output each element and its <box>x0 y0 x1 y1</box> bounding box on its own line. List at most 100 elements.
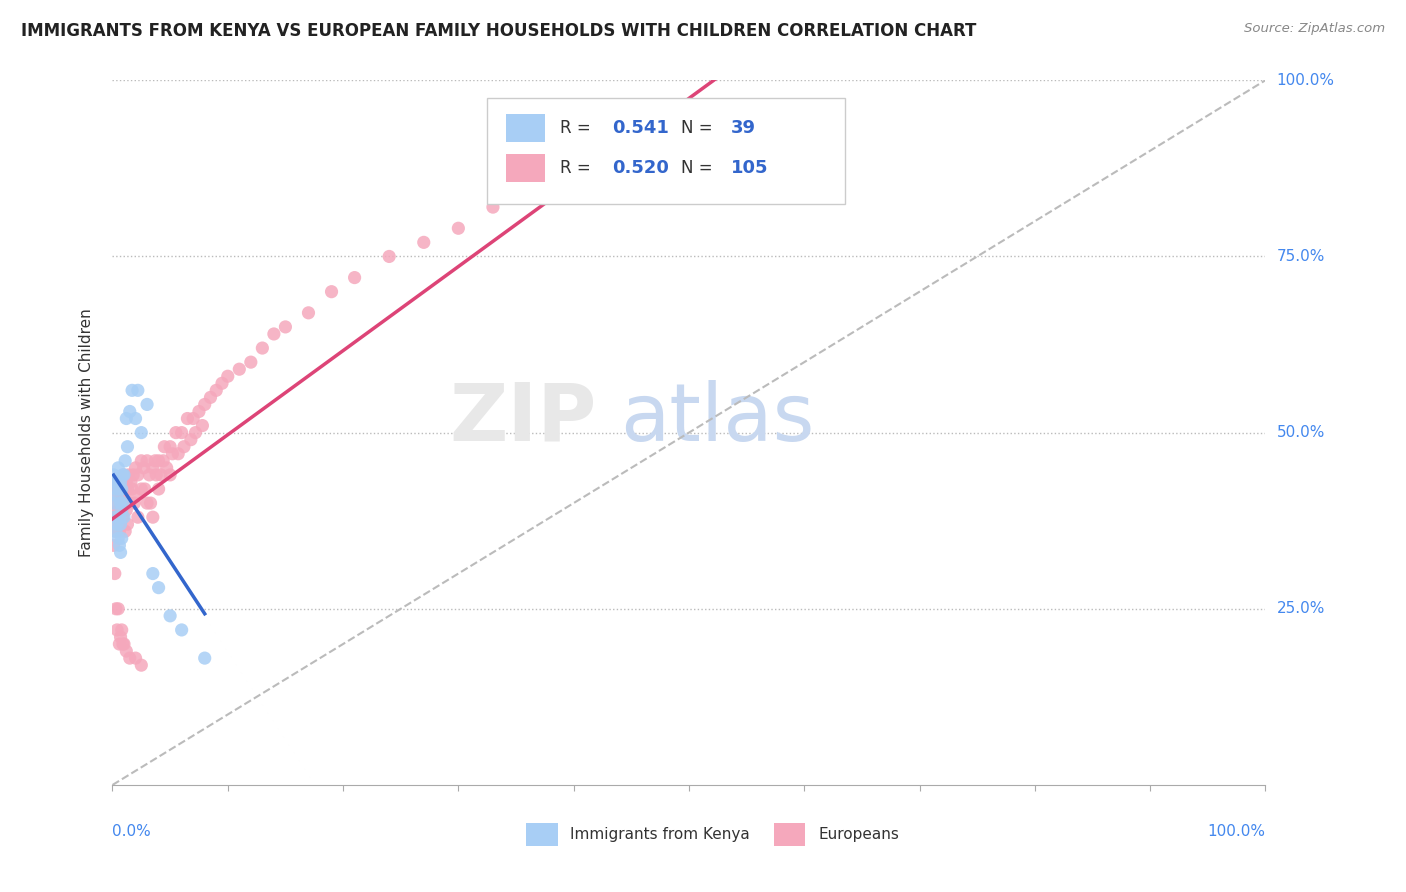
Point <box>129 658 153 673</box>
Point <box>117 440 139 454</box>
Point <box>562 172 585 186</box>
Point <box>159 440 181 454</box>
Point <box>412 235 434 250</box>
Point <box>104 482 127 496</box>
FancyBboxPatch shape <box>775 823 806 846</box>
Point <box>124 651 146 665</box>
Point <box>170 623 193 637</box>
Point <box>111 482 134 496</box>
Point <box>145 467 167 482</box>
Point <box>111 503 134 517</box>
Point <box>239 355 262 369</box>
Point <box>120 475 142 489</box>
Point <box>700 144 723 158</box>
Point <box>263 326 285 341</box>
Point <box>110 517 132 532</box>
Point <box>136 454 159 468</box>
Point <box>228 362 250 376</box>
Point <box>117 482 139 496</box>
Point <box>793 109 815 123</box>
Point <box>129 482 153 496</box>
Point <box>609 165 631 179</box>
Point <box>104 566 127 581</box>
Point <box>134 482 156 496</box>
Point <box>112 467 135 482</box>
Text: 0.541: 0.541 <box>612 120 669 137</box>
Point <box>142 566 165 581</box>
Point <box>110 496 132 510</box>
Point <box>162 447 184 461</box>
Point <box>127 384 149 398</box>
Point <box>111 510 134 524</box>
Point <box>104 496 127 510</box>
Point <box>132 460 155 475</box>
Point <box>124 411 146 425</box>
Point <box>111 637 134 651</box>
Point <box>211 376 233 391</box>
Point <box>297 306 319 320</box>
Point <box>108 637 131 651</box>
Point <box>482 200 505 214</box>
Text: ZIP: ZIP <box>450 379 596 458</box>
Point <box>112 637 135 651</box>
Text: 50.0%: 50.0% <box>1277 425 1324 440</box>
Text: R =: R = <box>560 160 596 178</box>
Text: Source: ZipAtlas.com: Source: ZipAtlas.com <box>1244 22 1385 36</box>
Point <box>103 496 125 510</box>
Point <box>107 475 129 489</box>
Point <box>115 475 138 489</box>
Point <box>200 391 222 405</box>
Point <box>110 489 132 503</box>
Point <box>112 496 135 510</box>
Point <box>194 397 217 411</box>
Point <box>108 510 131 524</box>
Point <box>153 440 176 454</box>
Point <box>124 489 146 503</box>
Point <box>205 384 228 398</box>
Point <box>136 496 159 510</box>
Y-axis label: Family Households with Children: Family Households with Children <box>79 309 94 557</box>
Point <box>184 425 207 440</box>
Point <box>124 460 146 475</box>
Point <box>104 510 127 524</box>
Point <box>105 489 128 503</box>
Text: R =: R = <box>560 120 596 137</box>
Text: 105: 105 <box>731 160 768 178</box>
Point <box>176 411 198 425</box>
Text: 75.0%: 75.0% <box>1277 249 1324 264</box>
Point <box>747 129 769 144</box>
Point <box>321 285 343 299</box>
Point <box>118 496 141 510</box>
Point <box>156 460 179 475</box>
Point <box>167 447 190 461</box>
Point <box>104 524 127 539</box>
Point <box>124 496 146 510</box>
Point <box>110 545 132 559</box>
Point <box>191 418 214 433</box>
Point <box>378 250 401 264</box>
Point <box>148 581 170 595</box>
Point <box>143 454 166 468</box>
Text: 39: 39 <box>731 120 755 137</box>
Point <box>111 503 134 517</box>
Point <box>117 517 139 532</box>
Point <box>114 454 136 468</box>
Point <box>105 517 128 532</box>
Point <box>115 644 138 658</box>
Point <box>108 524 131 539</box>
Point <box>447 221 470 235</box>
Point <box>114 482 136 496</box>
Point <box>170 425 193 440</box>
Point <box>152 454 174 468</box>
Point <box>343 270 366 285</box>
Point <box>112 467 135 482</box>
Point <box>194 651 217 665</box>
Point <box>108 482 131 496</box>
Text: 100.0%: 100.0% <box>1277 73 1334 87</box>
Point <box>180 433 202 447</box>
Point <box>104 482 127 496</box>
Point <box>103 510 125 524</box>
Point <box>108 538 131 552</box>
Point <box>112 510 135 524</box>
Point <box>148 482 170 496</box>
